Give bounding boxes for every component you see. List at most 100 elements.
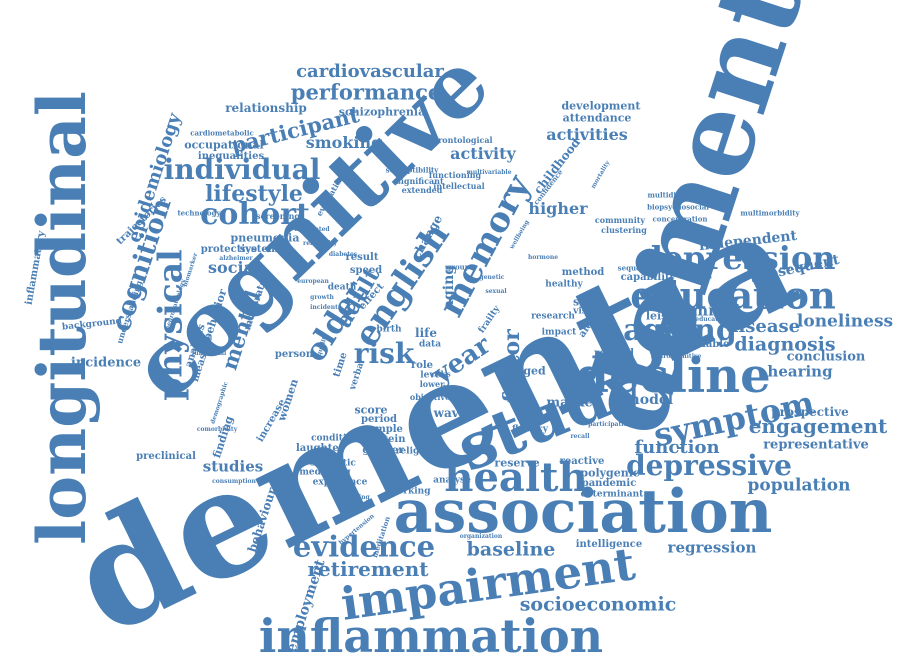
word-individual: individual bbox=[163, 153, 321, 186]
word-modifiable: modifiable bbox=[670, 339, 730, 350]
word-research: research bbox=[531, 311, 575, 322]
word-sexual: sexual bbox=[485, 288, 507, 295]
word-engagement: engagement bbox=[748, 414, 888, 438]
word-higher: higher bbox=[528, 199, 588, 218]
word-protective: protective bbox=[200, 244, 258, 255]
word-impact: impact bbox=[541, 327, 577, 338]
word-cardiometabolic: cardiometabolic bbox=[190, 128, 254, 138]
word-health: health bbox=[444, 454, 588, 501]
word-healthy: healthy bbox=[545, 279, 583, 290]
word-multivariable: multivariable bbox=[466, 169, 512, 176]
word-mortality: mortality bbox=[589, 159, 612, 190]
word-european: european bbox=[297, 278, 329, 285]
word-condition: condition bbox=[311, 433, 359, 444]
word-reactive: reactive bbox=[559, 456, 605, 467]
word-risk: risk bbox=[353, 337, 415, 370]
word-social: social bbox=[208, 258, 260, 277]
word-multimorbidity: multimorbidity bbox=[740, 208, 800, 218]
word-biopsychosocial: biopsychosocial bbox=[647, 202, 709, 212]
word-significant: significant bbox=[396, 176, 444, 186]
word-functioning: functioning bbox=[428, 170, 482, 180]
word-reserve: reserve bbox=[494, 456, 540, 470]
word-aged: aged bbox=[516, 364, 546, 378]
word-studies: studies bbox=[202, 457, 264, 476]
word-diagnosis: diagnosis bbox=[734, 333, 836, 356]
word-activity: activity bbox=[450, 144, 516, 163]
word-religiosity: religiosity bbox=[303, 240, 337, 247]
word-education: education bbox=[630, 273, 836, 318]
word-cardiovascular: cardiovascular bbox=[296, 61, 444, 82]
word-participation: participation bbox=[588, 421, 632, 428]
word-result: result bbox=[345, 252, 379, 263]
word-depression: depression bbox=[640, 239, 836, 277]
word-speed: speed bbox=[349, 265, 383, 276]
word-prospective: prospective bbox=[771, 405, 849, 419]
word-genetic: genetic bbox=[479, 274, 505, 281]
word-functional: functional bbox=[191, 350, 227, 357]
word-neurocognitive: neurocognitive bbox=[650, 353, 702, 360]
word-gerontological: gerontological bbox=[427, 135, 493, 145]
word-childhood: childhood bbox=[530, 135, 584, 197]
word-hormone: hormone bbox=[527, 254, 559, 261]
word-longitudinal: longitudinal bbox=[23, 91, 101, 545]
word-terminal: terminal bbox=[667, 301, 741, 320]
word-aging: aging bbox=[441, 264, 457, 310]
word-clustering: clustering bbox=[601, 225, 647, 235]
word-model: model bbox=[624, 392, 674, 408]
word-evidence: evidence bbox=[292, 529, 436, 564]
word-inequalities: inequalities bbox=[197, 151, 265, 162]
word-sleep: sleep bbox=[572, 295, 606, 309]
word-group: group bbox=[446, 262, 470, 272]
word-relationship: relationship bbox=[225, 101, 307, 115]
word-decline: decline bbox=[575, 348, 771, 404]
word-sample: sample bbox=[363, 424, 403, 435]
word-smoking: smoking bbox=[305, 133, 383, 152]
word-intelligence: intelligence bbox=[575, 539, 643, 550]
word-objective: objective bbox=[409, 392, 451, 402]
word-conclusion: conclusion bbox=[786, 349, 866, 365]
word-life: life bbox=[415, 326, 437, 340]
word-diabetes: diabetes bbox=[328, 251, 358, 258]
word-technology: technology bbox=[177, 208, 221, 218]
word-community: community bbox=[594, 215, 646, 225]
word-mediating: mediating bbox=[299, 467, 351, 478]
word-data: data bbox=[418, 339, 442, 350]
word-preclinical: preclinical bbox=[136, 451, 196, 462]
word-activities: activities bbox=[546, 125, 628, 144]
word-level: level bbox=[420, 370, 444, 381]
word-socioeconomic: socioeconomic bbox=[519, 593, 677, 616]
word-regression: regression bbox=[667, 538, 757, 557]
word-hearing: hearing bbox=[767, 362, 833, 381]
word-recall: recall bbox=[570, 433, 590, 440]
word-period: period bbox=[360, 414, 398, 425]
word-lifestyle: lifestyle bbox=[205, 181, 303, 207]
word-wave: wave bbox=[433, 406, 467, 420]
word-fluency: fluency bbox=[511, 424, 549, 435]
word-leisure: leisure bbox=[645, 309, 689, 323]
word-laughter: laughter bbox=[295, 443, 345, 454]
word-analyse: analyse bbox=[433, 475, 471, 486]
word-method: method bbox=[561, 267, 605, 278]
word-screening: screening bbox=[255, 211, 301, 221]
word-semantic: semantic bbox=[310, 458, 356, 469]
word-education-small: education bbox=[626, 410, 660, 417]
word-capability: capability bbox=[620, 272, 676, 283]
word-attendance: attendance bbox=[562, 111, 632, 125]
word-population: population bbox=[747, 475, 851, 496]
word-incidence: incidence bbox=[70, 355, 142, 371]
word-performance: performance bbox=[290, 79, 442, 105]
word-development: development bbox=[561, 99, 641, 113]
word-class: class bbox=[431, 369, 451, 379]
word-marker: marker bbox=[546, 395, 600, 411]
word-greater: greater bbox=[362, 445, 404, 456]
word-extended: extended bbox=[401, 185, 443, 195]
word-association: association bbox=[393, 477, 773, 547]
word-related: related bbox=[594, 348, 634, 359]
word-experience: experience bbox=[312, 477, 368, 488]
word-ageing: ageing bbox=[623, 313, 737, 348]
word-multidisciplinary: multidisciplinary bbox=[647, 190, 715, 200]
word-death: death bbox=[327, 282, 357, 293]
word-vision: vision bbox=[573, 306, 603, 317]
word-disease: disease bbox=[725, 316, 801, 337]
